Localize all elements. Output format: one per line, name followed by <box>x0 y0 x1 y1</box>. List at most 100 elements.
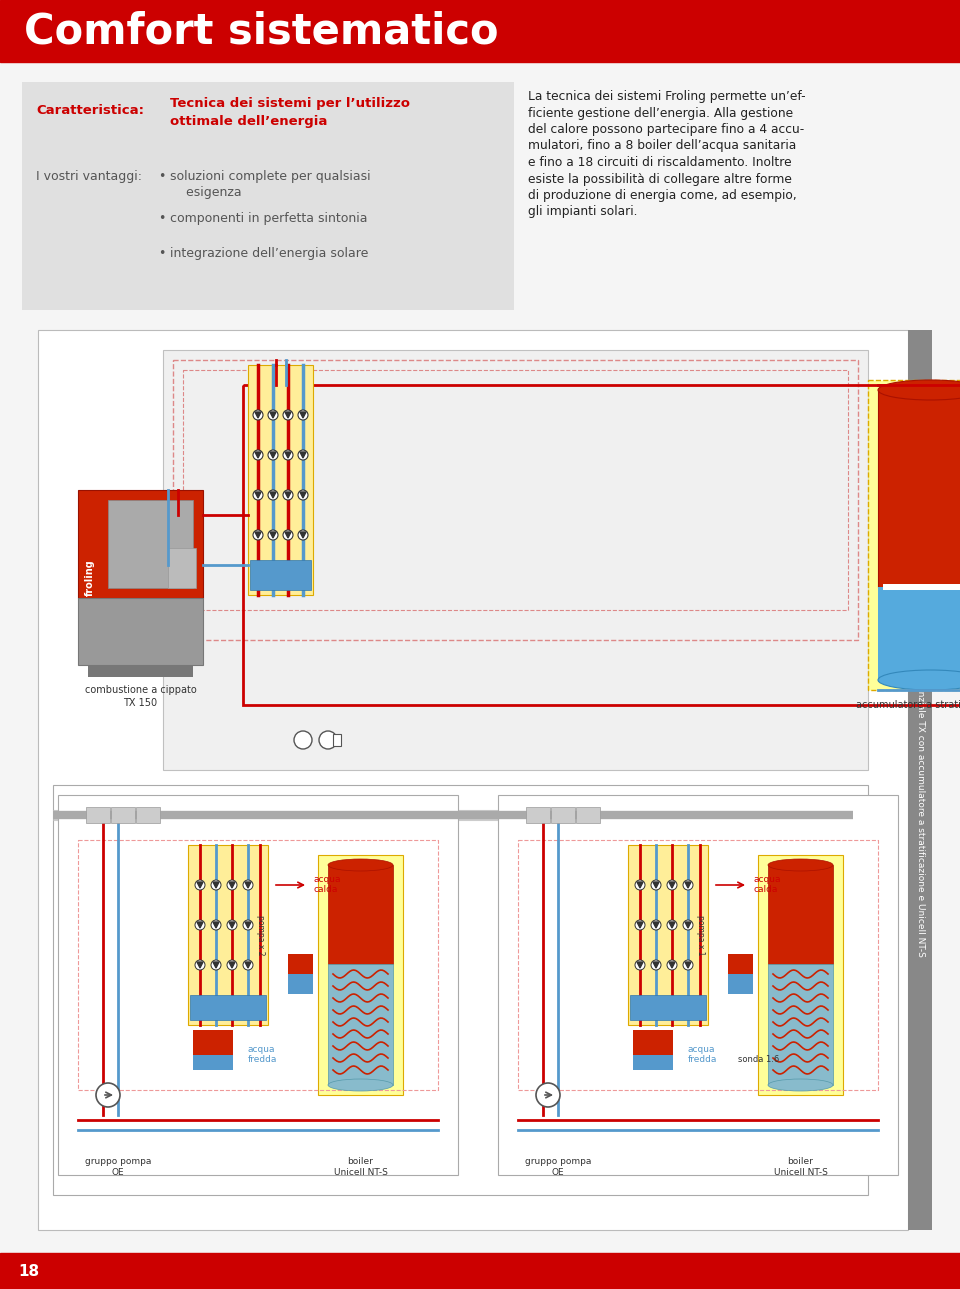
Polygon shape <box>285 412 291 418</box>
Bar <box>288 954 313 974</box>
Polygon shape <box>653 882 659 888</box>
Circle shape <box>211 960 221 971</box>
Text: Comfort sistematico: Comfort sistematico <box>24 10 498 52</box>
Text: sonda 1.6: sonda 1.6 <box>738 1054 780 1063</box>
Polygon shape <box>285 532 291 538</box>
Bar <box>526 807 550 822</box>
Circle shape <box>651 960 661 971</box>
Polygon shape <box>285 492 291 498</box>
Bar <box>878 657 960 661</box>
Bar <box>878 592 960 597</box>
Polygon shape <box>270 452 276 458</box>
Text: acqua
calda: acqua calda <box>313 875 341 895</box>
Text: soluzioni complete per qualsiasi
    esigenza: soluzioni complete per qualsiasi esigenz… <box>170 170 371 199</box>
Circle shape <box>651 920 661 929</box>
Polygon shape <box>245 922 251 928</box>
Polygon shape <box>213 922 219 928</box>
Bar <box>878 629 960 634</box>
Circle shape <box>683 920 693 929</box>
Polygon shape <box>669 962 675 968</box>
Bar <box>878 670 960 675</box>
Bar <box>878 647 960 652</box>
Bar <box>250 559 311 590</box>
Circle shape <box>319 731 337 749</box>
Text: combustione a cippato
TX 150: combustione a cippato TX 150 <box>84 684 197 708</box>
Circle shape <box>253 450 263 460</box>
Text: Sistema pluriresidenziale TX con accumulatore a stratificazione e Unicell NT-S: Sistema pluriresidenziale TX con accumul… <box>916 603 924 956</box>
Circle shape <box>268 530 278 540</box>
Text: e fino a 18 circuiti di riscaldamento. Inoltre: e fino a 18 circuiti di riscaldamento. I… <box>528 156 792 169</box>
Polygon shape <box>245 962 251 968</box>
Circle shape <box>253 410 263 420</box>
Bar <box>576 807 600 822</box>
Text: •: • <box>158 211 165 226</box>
Polygon shape <box>229 962 235 968</box>
Polygon shape <box>255 412 261 418</box>
Bar <box>878 652 960 657</box>
Circle shape <box>667 880 677 889</box>
Polygon shape <box>197 922 203 928</box>
Circle shape <box>243 920 253 929</box>
Text: di produzione di energia come, ad esempio,: di produzione di energia come, ad esempi… <box>528 189 797 202</box>
Circle shape <box>283 450 293 460</box>
Bar <box>878 620 960 625</box>
Ellipse shape <box>328 1079 393 1090</box>
Circle shape <box>635 880 645 889</box>
Bar <box>22 82 514 309</box>
Text: del calore possono partecipare fino a 4 accu-: del calore possono partecipare fino a 4 … <box>528 122 804 137</box>
Polygon shape <box>669 922 675 928</box>
Bar <box>728 974 753 994</box>
Bar <box>0 0 960 62</box>
Polygon shape <box>685 962 691 968</box>
Text: •: • <box>158 247 165 260</box>
Circle shape <box>211 880 221 889</box>
Circle shape <box>253 490 263 500</box>
Circle shape <box>667 920 677 929</box>
Circle shape <box>635 960 645 971</box>
Text: La tecnica dei sistemi Froling permette un’ef-: La tecnica dei sistemi Froling permette … <box>528 90 805 103</box>
Circle shape <box>268 490 278 500</box>
Text: boiler
Unicell NT-S: boiler Unicell NT-S <box>774 1158 828 1177</box>
Circle shape <box>667 960 677 971</box>
Bar <box>878 675 960 681</box>
Polygon shape <box>300 412 306 418</box>
Polygon shape <box>197 882 203 888</box>
Polygon shape <box>685 922 691 928</box>
Bar <box>768 964 833 1085</box>
Bar <box>0 1253 960 1289</box>
Bar <box>193 1030 233 1054</box>
Polygon shape <box>270 412 276 418</box>
Polygon shape <box>285 452 291 458</box>
Ellipse shape <box>328 858 393 871</box>
Ellipse shape <box>768 858 833 871</box>
Circle shape <box>298 410 308 420</box>
Circle shape <box>195 960 205 971</box>
Bar <box>878 615 960 620</box>
Ellipse shape <box>768 1079 833 1090</box>
Bar <box>78 490 203 598</box>
Bar <box>333 733 341 746</box>
Bar <box>243 385 960 705</box>
Circle shape <box>268 450 278 460</box>
Polygon shape <box>229 882 235 888</box>
Text: acqua
fredda: acqua fredda <box>688 1045 717 1065</box>
Text: acqua
calda: acqua calda <box>753 875 780 895</box>
Polygon shape <box>270 492 276 498</box>
Bar <box>248 365 313 596</box>
Circle shape <box>243 960 253 971</box>
Bar <box>78 598 203 665</box>
Bar <box>551 807 575 822</box>
Bar <box>111 807 135 822</box>
Bar <box>328 865 393 964</box>
Circle shape <box>96 1083 120 1107</box>
Circle shape <box>227 960 237 971</box>
Bar <box>318 855 403 1094</box>
Bar <box>878 666 960 672</box>
Circle shape <box>651 880 661 889</box>
Polygon shape <box>637 962 643 968</box>
Polygon shape <box>245 882 251 888</box>
Bar <box>878 606 960 611</box>
Bar <box>768 865 833 964</box>
Bar <box>878 586 960 592</box>
Text: Tecnica dei sistemi per l’utilizzo
ottimale dell’energia: Tecnica dei sistemi per l’utilizzo ottim… <box>170 97 410 128</box>
